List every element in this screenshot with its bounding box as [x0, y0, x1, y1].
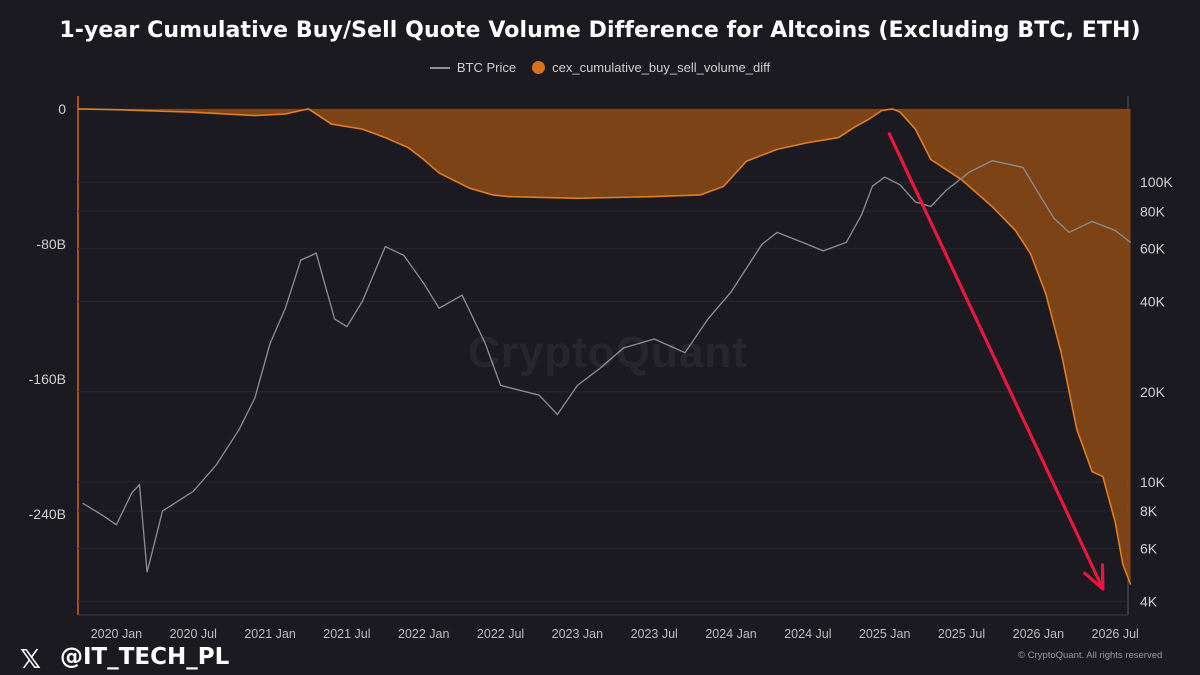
x-axis-tick-label: 2025 Jul [938, 627, 985, 641]
x-axis-tick-label: 2022 Jul [477, 627, 524, 641]
left-axis-tick-label: -80B [36, 236, 66, 252]
legend-item-btc-price[interactable]: BTC Price [429, 60, 517, 75]
legend: BTC Price cex_cumulative_buy_sell_volume… [0, 60, 1200, 75]
copyright-notice: © CryptoQuant. All rights reserved [1018, 650, 1163, 661]
legend-item-volume-diff[interactable]: cex_cumulative_buy_sell_volume_diff [532, 60, 770, 75]
x-axis-tick-label: 2020 Jan [91, 627, 142, 641]
annotation-arrow-head [1083, 563, 1105, 591]
legend-line-swatch [429, 66, 450, 69]
x-axis-tick-label: 2025 Jan [859, 627, 910, 641]
volume-diff-line [77, 108, 1132, 585]
legend-label: BTC Price [456, 60, 517, 75]
right-axis-tick-label: 60K [1140, 241, 1166, 257]
right-axis-tick-label: 100K [1140, 174, 1173, 190]
left-axis-tick-label: 0 [58, 101, 66, 117]
right-axis-tick-label: 80K [1140, 203, 1166, 219]
x-axis-tick-label: 2021 Jul [323, 627, 370, 641]
left-axis-tick-label: -240B [29, 506, 66, 522]
legend-label: cex_cumulative_buy_sell_volume_diff [552, 60, 771, 75]
btc-price-line [82, 160, 1131, 573]
left-axis-tick-label: -160B [29, 371, 66, 387]
legend-dot-swatch [532, 61, 546, 74]
right-axis-tick-label: 8K [1140, 503, 1158, 519]
right-axis-tick-label: 4K [1140, 593, 1158, 609]
x-axis-tick-label: 2023 Jul [631, 627, 678, 641]
right-axis-tick-label: 20K [1140, 384, 1166, 400]
x-logo-icon: 𝕏 [20, 645, 41, 675]
x-axis-tick-label: 2021 Jan [244, 627, 295, 641]
x-axis-tick-label: 2023 Jan [552, 627, 603, 641]
x-axis-tick-label: 2024 Jul [784, 627, 831, 641]
annotation-arrow-shaft [887, 132, 1105, 591]
x-axis-tick-label: 2022 Jan [398, 627, 449, 641]
chart-title: 1-year Cumulative Buy/Sell Quote Volume … [59, 18, 1141, 43]
social-handle: @IT_TECH_PL [60, 644, 230, 670]
x-axis-tick-label: 2024 Jan [705, 627, 756, 641]
x-axis-tick-label: 2026 Jan [1013, 627, 1064, 641]
watermark: CryptoQuant [468, 328, 748, 377]
right-axis-tick-label: 10K [1140, 474, 1166, 490]
right-axis-tick-label: 40K [1140, 294, 1166, 310]
right-axis-tick-label: 6K [1140, 540, 1158, 556]
x-axis-tick-label: 2026 Jul [1092, 627, 1139, 641]
x-axis-tick-label: 2020 Jul [170, 627, 217, 641]
volume-diff-area [78, 108, 1131, 585]
